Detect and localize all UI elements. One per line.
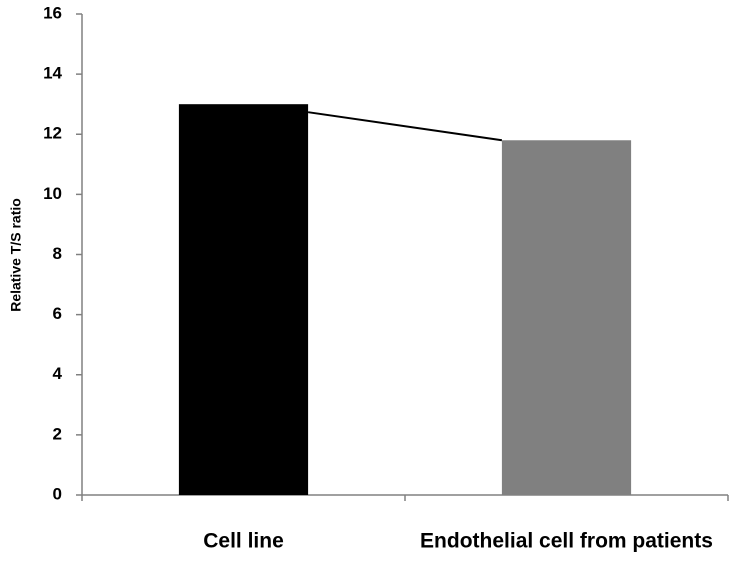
y-tick-label: 2 <box>53 424 62 443</box>
y-tick-label: 8 <box>53 244 62 263</box>
x-tick-label: Cell line <box>203 530 284 553</box>
y-tick-label: 6 <box>53 304 62 323</box>
connector-line <box>307 111 503 142</box>
y-tick-label: 0 <box>53 484 62 503</box>
y-axis-label: Relative T/S ratio <box>8 198 24 312</box>
x-tick-label: Endothelial cell from patients <box>420 530 713 553</box>
y-tick-label: 16 <box>43 3 62 22</box>
y-tick-label: 12 <box>43 124 62 143</box>
y-tick-label: 10 <box>43 184 62 203</box>
bar <box>501 140 632 495</box>
bar <box>178 104 309 495</box>
y-tick-label: 4 <box>53 364 63 383</box>
y-tick-label: 14 <box>43 64 62 83</box>
